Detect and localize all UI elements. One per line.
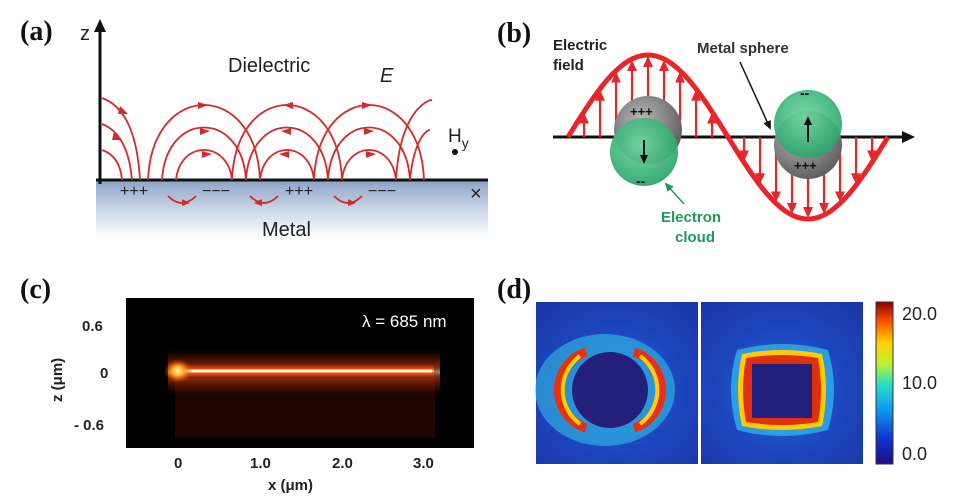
- field-arrow-icon: [182, 199, 190, 206]
- field-arrow-icon: [254, 199, 262, 206]
- field-map-square: [701, 302, 863, 464]
- hotspot-edge: [560, 354, 582, 426]
- electric-field-wave: [565, 52, 891, 222]
- colorbar-tick: 10.0: [902, 373, 937, 393]
- field-line: [101, 149, 123, 181]
- colorbar: [875, 301, 894, 465]
- field-line: [231, 104, 343, 181]
- electron-cloud-label-2: cloud: [675, 229, 715, 246]
- field-line: [249, 195, 279, 204]
- field-arrow-icon: [118, 106, 128, 114]
- panel-c: (c) λ = 685 nm 0.6 0 - 0.6 z (μm) 0 1.0 …: [20, 274, 474, 494]
- electron-cloud-pointer: [664, 182, 685, 205]
- colorbar-tick: 0.0: [902, 444, 927, 464]
- field-arrow-icon: [198, 102, 208, 109]
- xtick: 1.0: [250, 455, 271, 472]
- field-line: [245, 126, 329, 181]
- charge-plus-1: +++: [120, 183, 148, 200]
- panel-d-label: (d): [497, 274, 531, 305]
- field-arrows: [112, 102, 376, 206]
- metal-sphere-right: -- +++: [774, 85, 842, 179]
- hy-label: Hy: [448, 126, 469, 151]
- field-arrow-icon: [200, 128, 210, 135]
- electric-field-label-2: field: [553, 57, 584, 74]
- ytick: 0.6: [82, 318, 103, 335]
- metal-sphere-left: +++ --: [610, 96, 682, 189]
- field-line: [175, 149, 233, 181]
- xtick: 2.0: [332, 455, 353, 472]
- field-line: [395, 99, 433, 181]
- field-line: [147, 104, 261, 181]
- panel-b: (b) +++ -- -- +++ Electric field Metal s…: [497, 18, 915, 246]
- hotspot-edge: [638, 354, 660, 426]
- field-arrow-icon: [112, 132, 122, 140]
- panel-c-label: (c): [20, 274, 51, 305]
- field-line: [341, 149, 397, 181]
- field-arrow-icon: [281, 128, 291, 135]
- electron-cloud-label-1: Electron: [661, 209, 721, 226]
- metal-label: Metal: [262, 219, 311, 241]
- panel-a: (a) × z Dielectric E Metal Hy +++ −−− ++…: [20, 16, 488, 241]
- particle-square: [752, 364, 812, 418]
- metal-sphere-pointer: [739, 61, 771, 130]
- field-line: [161, 126, 247, 181]
- colorbar-tick: 20.0: [902, 304, 937, 324]
- field-arrow-icon: [364, 128, 374, 135]
- field-line: [259, 149, 315, 181]
- ylabel: z (μm): [49, 358, 66, 402]
- field-arrow-icon: [283, 102, 293, 109]
- panel-d: (d) 20.0 10.0 0.0: [497, 274, 937, 465]
- rod-hotspot: [164, 359, 192, 383]
- hy-dot-icon: [452, 149, 458, 155]
- xlabel: x (μm): [268, 477, 313, 494]
- sphere-plus: +++: [630, 104, 653, 119]
- metal-region: [96, 180, 488, 238]
- dielectric-label: Dielectric: [228, 55, 310, 77]
- x-axis-cross-icon: ×: [470, 183, 482, 205]
- xtick: 0: [174, 455, 182, 472]
- field-line: [101, 123, 133, 181]
- z-axis-label: z: [80, 23, 90, 45]
- field-arrow-icon: [348, 199, 356, 206]
- electric-field-label-1: Electric: [553, 37, 607, 54]
- ytick: 0: [100, 365, 108, 382]
- field-line: [101, 97, 141, 181]
- field-arrow-icon: [362, 102, 372, 109]
- ytick: - 0.6: [74, 417, 104, 434]
- sphere-minus: --: [636, 173, 646, 189]
- charge-plus-2: +++: [285, 183, 313, 200]
- xtick: 3.0: [413, 455, 434, 472]
- field-line: [327, 126, 411, 181]
- field-line: [409, 129, 431, 181]
- sphere-plus: +++: [794, 158, 817, 173]
- field-arrow-icon: [202, 151, 212, 158]
- particle-circle: [572, 352, 648, 428]
- sphere-minus: --: [800, 85, 810, 101]
- panel-a-label: (a): [20, 16, 53, 47]
- panel-b-label: (b): [497, 18, 531, 49]
- charge-minus-2: −−−: [368, 183, 396, 200]
- field-line: [313, 104, 425, 181]
- wavelength-label: λ = 685 nm: [362, 312, 447, 331]
- metal-sphere-label: Metal sphere: [697, 40, 789, 57]
- charge-minus-1: −−−: [202, 183, 230, 200]
- field-lines: [101, 97, 433, 204]
- field-arrow-icon: [366, 151, 376, 158]
- field-map-circle: [535, 302, 698, 464]
- field-arrow-icon: [279, 151, 289, 158]
- field-e-label: E: [380, 65, 394, 87]
